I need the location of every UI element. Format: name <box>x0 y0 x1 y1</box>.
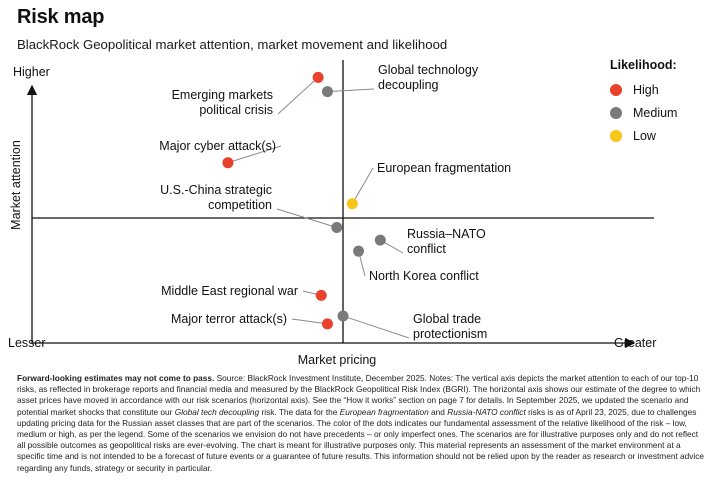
point-label: Global technology <box>378 63 479 77</box>
data-point <box>222 157 234 169</box>
connector-line <box>276 208 337 228</box>
connector-line <box>227 145 282 164</box>
legend-label-low: Low <box>633 128 656 143</box>
x-low-label: Lesser <box>8 336 46 350</box>
y-high-label: Higher <box>13 65 50 79</box>
high-dot-icon <box>610 83 622 96</box>
low-dot-icon <box>610 129 622 142</box>
footnote-italic-1: Global tech decoupling <box>174 406 260 417</box>
legend-item-medium: Medium <box>610 101 677 124</box>
point-label: European fragmentation <box>377 161 511 175</box>
data-point <box>353 245 365 257</box>
legend-title: Likelihood: <box>610 58 677 72</box>
footnote-text-1: Source: BlackRock Investment Institute, … <box>17 373 701 417</box>
point-label: Major terror attack(s) <box>171 312 287 326</box>
footnote-italic-2: European fragmentation <box>339 406 429 417</box>
x-high-label: Greater <box>614 336 656 350</box>
point-label: Russia–NATO <box>407 227 486 241</box>
point-label: political crisis <box>199 103 273 117</box>
point-label: North Korea conflict <box>369 269 479 283</box>
legend-item-high: High <box>610 78 677 101</box>
footnote-text-2: risk. The data for the <box>259 406 340 417</box>
point-label: competition <box>208 198 272 212</box>
footnote-text-4: risks is as of April 23, 2025, due to ch… <box>17 406 705 473</box>
point-label: Major cyber attack(s) <box>159 139 276 153</box>
legend-item-low: Low <box>610 124 677 147</box>
data-point <box>346 198 358 210</box>
medium-dot-icon <box>610 106 622 119</box>
point-label: protectionism <box>413 327 487 341</box>
page-title: Risk map <box>17 6 105 28</box>
risk-map-chart: Higher Lesser Greater Market pricing Mar… <box>8 60 656 367</box>
footnote-lead: Forward-looking estimates may not come t… <box>17 373 215 383</box>
footnote: Forward-looking estimates may not come t… <box>17 373 707 474</box>
footnote-text-3: and <box>428 406 448 417</box>
point-label: Middle East regional war <box>161 284 298 298</box>
connector-line <box>342 315 410 339</box>
legend-label-high: High <box>633 82 659 97</box>
point-label: decoupling <box>378 78 439 92</box>
x-axis-title: Market pricing <box>298 353 377 367</box>
point-label: Global trade <box>413 312 481 326</box>
point-label: U.S.-China strategic <box>160 183 272 197</box>
point-label: Emerging markets <box>172 88 273 102</box>
page-subtitle: BlackRock Geopolitical market attention,… <box>17 37 448 52</box>
legend: Likelihood: High Medium Low <box>610 58 677 147</box>
data-point <box>374 234 386 246</box>
connector-line <box>277 77 319 115</box>
connector-line <box>291 318 328 325</box>
data-point <box>321 318 333 330</box>
data-point <box>315 289 327 301</box>
data-point <box>321 86 333 98</box>
data-point <box>337 310 349 322</box>
connector-line <box>327 88 375 93</box>
connector-line <box>351 167 374 205</box>
footnote-italic-3: Russia-NATO conflict <box>447 406 526 417</box>
legend-label-medium: Medium <box>633 105 678 120</box>
data-point <box>312 71 324 83</box>
point-label: conflict <box>407 242 446 256</box>
y-axis-title: Market attention <box>9 140 23 230</box>
data-point <box>331 221 343 233</box>
